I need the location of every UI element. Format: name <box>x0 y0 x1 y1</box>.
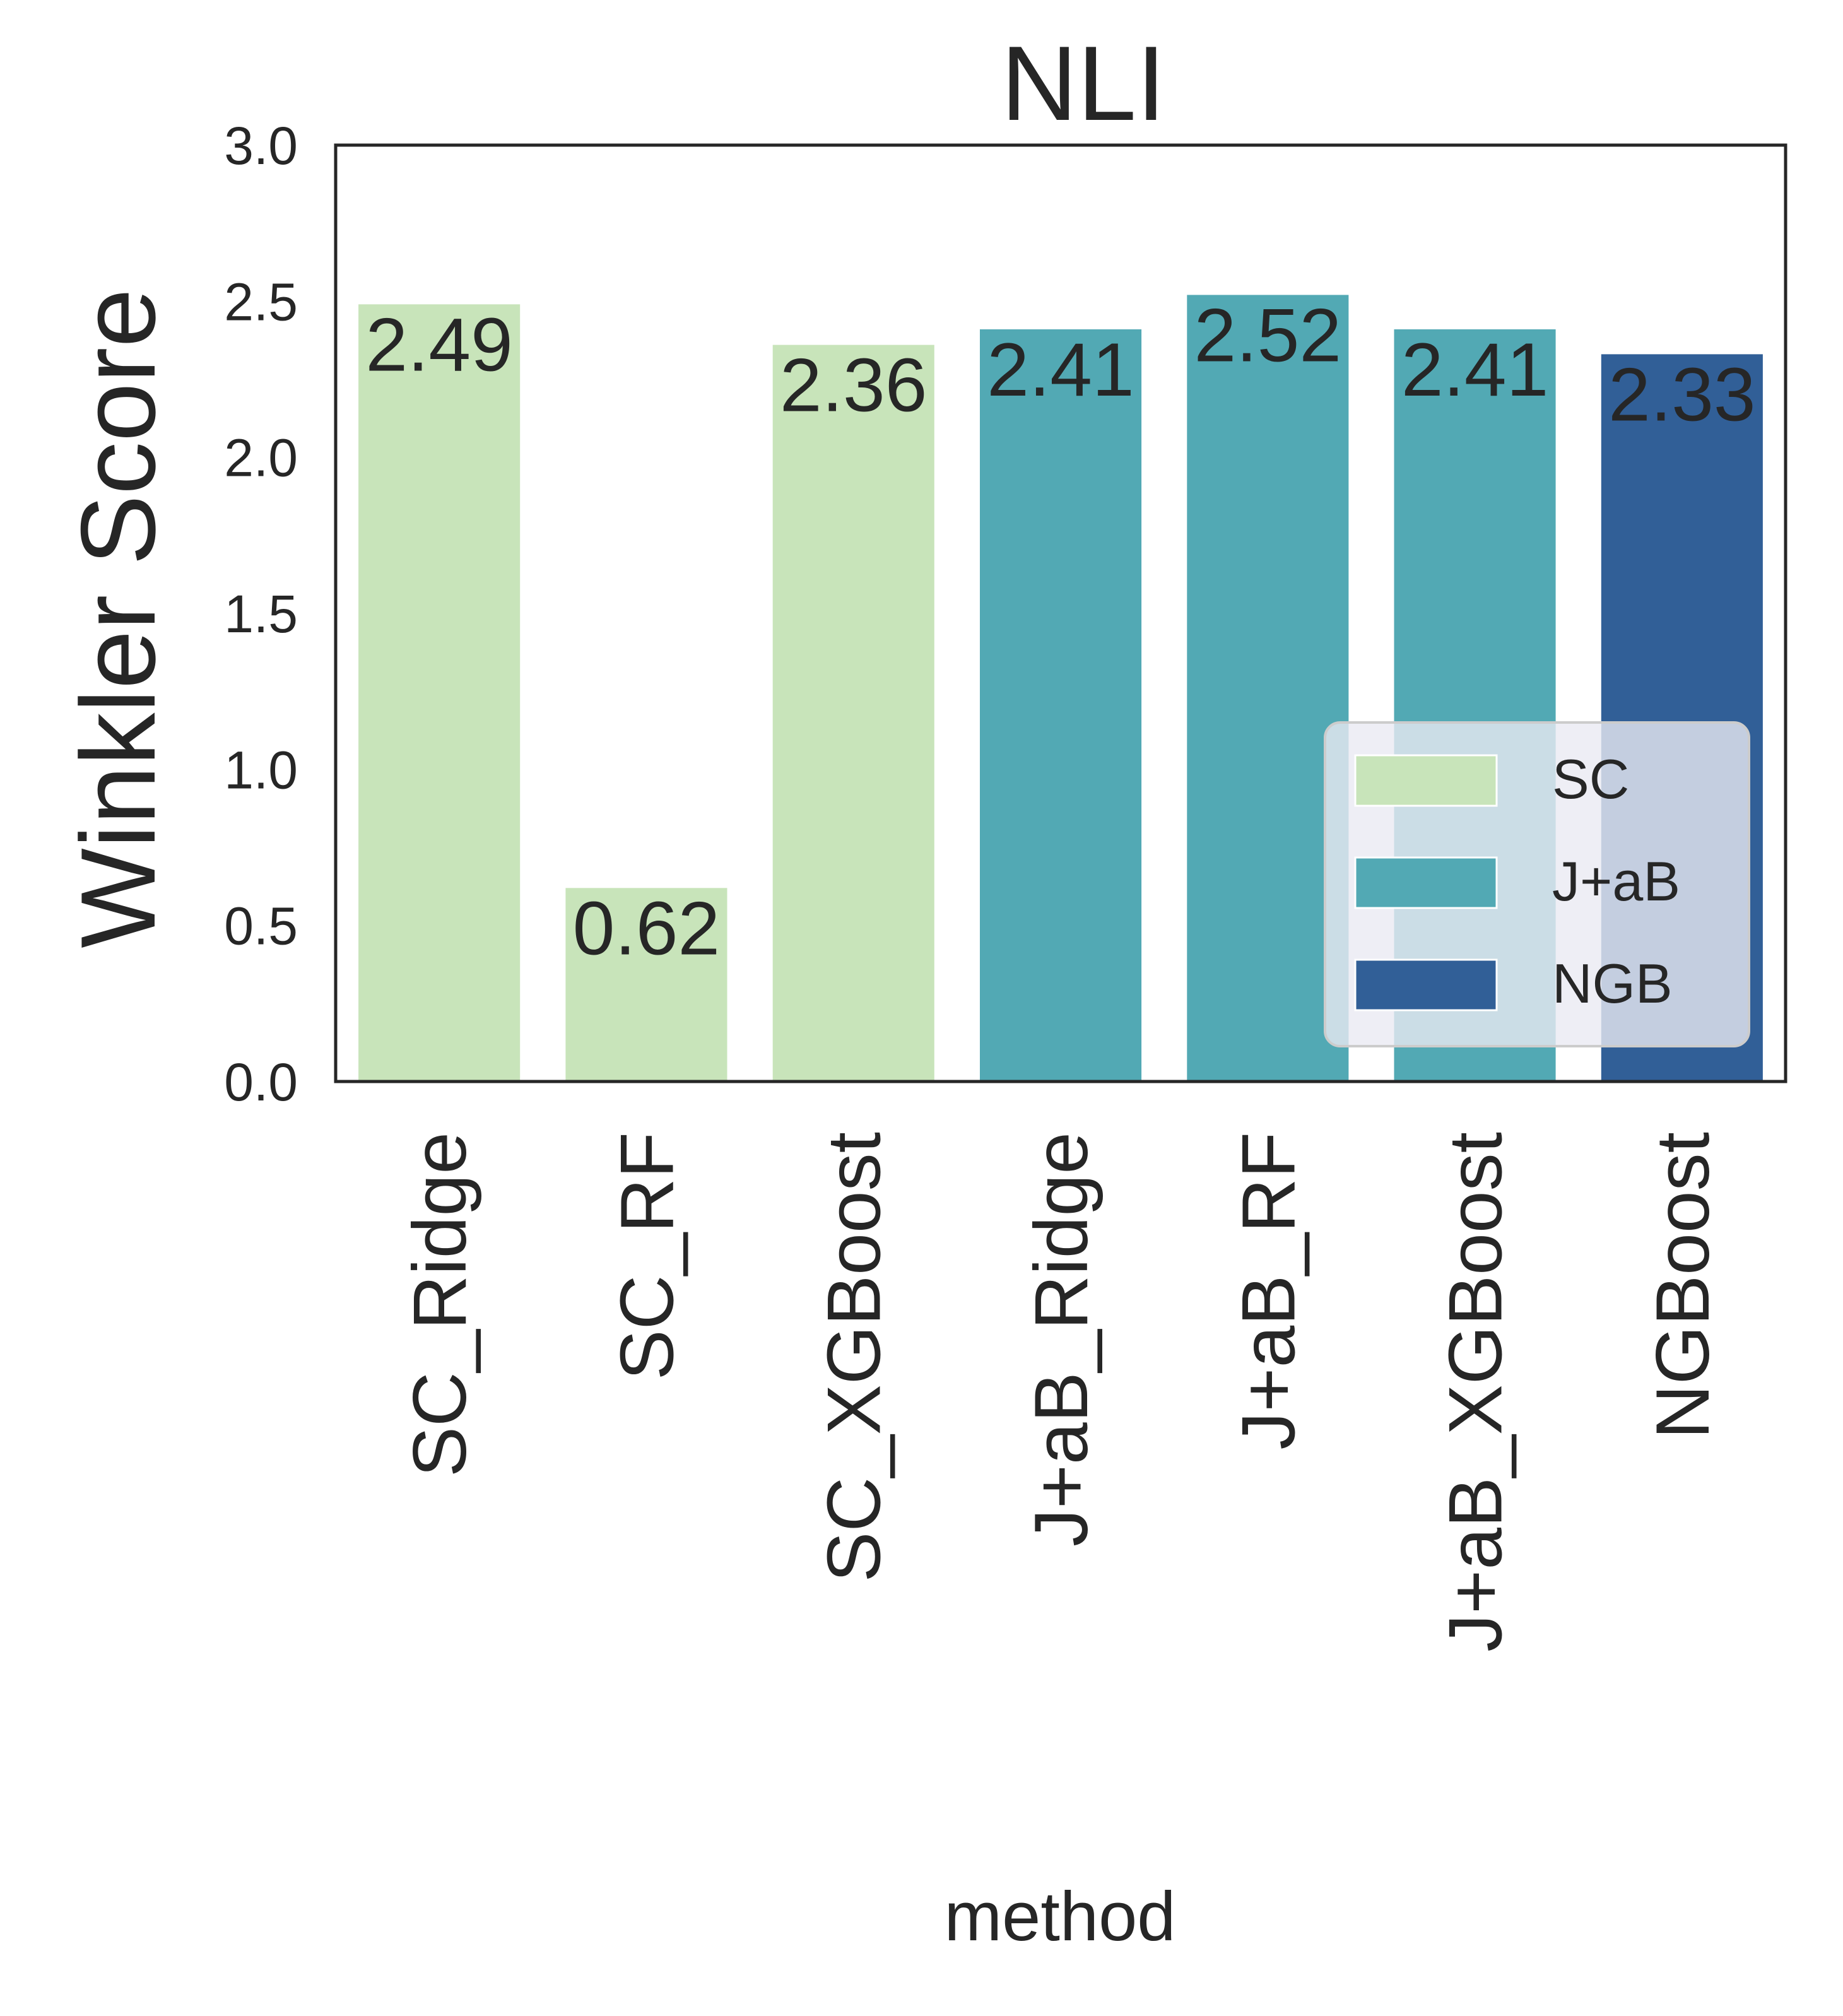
x-axis-label: method <box>945 1878 1176 1955</box>
y-tick-label: 1.0 <box>224 740 298 799</box>
bar-sc-ridge <box>358 304 521 1082</box>
value-label: 2.33 <box>1608 352 1756 437</box>
y-tick-label: 0.0 <box>224 1052 298 1112</box>
x-tick-label: J+aB_Ridge <box>1019 1132 1104 1547</box>
x-tick-label: SC_XGBoost <box>812 1132 897 1583</box>
y-tick-label: 2.5 <box>224 272 298 331</box>
value-label: 2.52 <box>1194 293 1342 377</box>
bar-j-ab-rf <box>1187 295 1349 1082</box>
legend-label: NGB <box>1552 952 1673 1015</box>
x-tick-label: J+aB_XGBoost <box>1434 1132 1518 1652</box>
value-label: 2.41 <box>987 327 1134 412</box>
value-label: 2.41 <box>1401 327 1549 412</box>
legend-label: SC <box>1552 748 1629 810</box>
bars-layer <box>358 295 1763 1082</box>
value-label: 0.62 <box>573 886 721 970</box>
y-tick-label: 2.0 <box>224 428 298 488</box>
legend: SC J+aB NGB <box>1324 721 1750 1047</box>
x-tick-label: SC_Ridge <box>397 1132 482 1477</box>
value-label: 2.49 <box>365 302 513 387</box>
plot-frame <box>334 143 1787 1083</box>
y-ticks: 0.0 0.5 1.0 1.5 2.0 2.5 3.0 <box>224 116 298 1112</box>
y-axis-label: Winkler Score <box>59 288 177 948</box>
legend-label: J+aB <box>1552 850 1680 912</box>
bar-j-ab-ridge <box>980 329 1142 1082</box>
value-labels: 2.49 0.62 2.36 2.41 2.52 2.41 2.33 <box>365 293 1755 970</box>
x-tick-label: J+aB_RF <box>1226 1132 1310 1450</box>
legend-swatch <box>1354 958 1498 1011</box>
x-ticks: SC_Ridge SC_RF SC_XGBoost J+aB_Ridge J+aB_RF… <box>397 1132 1725 1652</box>
y-tick-label: 1.5 <box>224 584 298 644</box>
x-tick-label: NGBoost <box>1640 1132 1725 1439</box>
x-tick-label: SC_RF <box>604 1132 689 1380</box>
chart-title: NLI <box>1001 24 1165 143</box>
bar-sc-rf <box>565 888 727 1082</box>
legend-swatch <box>1354 856 1498 909</box>
legend-swatch <box>1354 754 1498 807</box>
y-tick-label: 0.5 <box>224 897 298 956</box>
bar-sc-xgboost <box>772 345 934 1082</box>
y-tick-label: 3.0 <box>224 116 298 175</box>
value-label: 2.36 <box>780 343 927 428</box>
